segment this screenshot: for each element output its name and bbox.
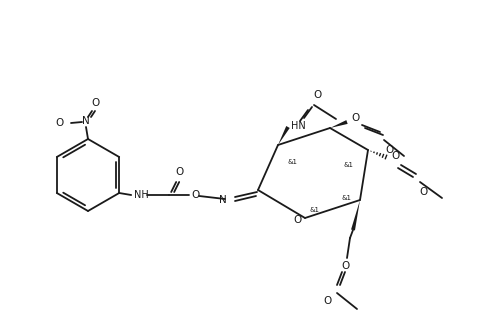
Text: O: O <box>324 296 332 306</box>
Text: O: O <box>92 98 100 108</box>
Text: O: O <box>293 215 301 225</box>
Polygon shape <box>330 120 348 128</box>
Text: &1: &1 <box>344 162 354 168</box>
Text: &1: &1 <box>342 195 352 201</box>
Polygon shape <box>278 126 290 145</box>
Text: O: O <box>385 145 393 155</box>
Text: O: O <box>342 261 350 271</box>
Text: &1: &1 <box>288 159 298 165</box>
Text: O: O <box>175 167 183 177</box>
Text: NH: NH <box>134 190 149 200</box>
Text: O: O <box>191 190 199 200</box>
Text: &1: &1 <box>310 207 320 213</box>
Text: HN: HN <box>291 121 305 131</box>
Text: N: N <box>219 195 227 205</box>
Text: O: O <box>352 113 360 123</box>
Text: O: O <box>419 187 427 197</box>
Polygon shape <box>351 200 360 230</box>
Text: O: O <box>391 151 399 161</box>
Text: N: N <box>82 116 90 126</box>
Text: O: O <box>55 118 63 128</box>
Text: O: O <box>313 90 321 100</box>
